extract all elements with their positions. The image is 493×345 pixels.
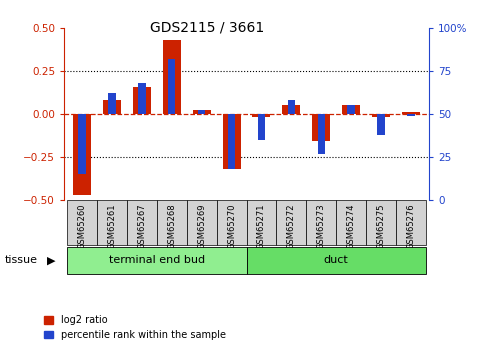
Bar <box>282 105 300 114</box>
Bar <box>246 247 426 274</box>
Text: GSM65269: GSM65269 <box>197 204 206 249</box>
Text: GSM65276: GSM65276 <box>406 204 416 249</box>
Text: tissue: tissue <box>5 256 38 265</box>
Bar <box>342 105 360 114</box>
Bar <box>157 200 187 245</box>
Text: duct: duct <box>324 256 349 265</box>
Bar <box>193 110 211 114</box>
Bar <box>366 200 396 245</box>
Bar <box>396 200 426 245</box>
Bar <box>306 200 336 245</box>
Text: GSM65268: GSM65268 <box>167 204 176 249</box>
Text: GSM65275: GSM65275 <box>377 204 386 249</box>
Text: GSM65271: GSM65271 <box>257 204 266 249</box>
Bar <box>402 112 420 114</box>
Bar <box>78 114 86 174</box>
Bar <box>377 114 385 135</box>
Bar <box>216 200 246 245</box>
Text: GSM65272: GSM65272 <box>287 204 296 249</box>
Text: GSM65260: GSM65260 <box>77 204 87 249</box>
Text: GSM65261: GSM65261 <box>107 204 116 249</box>
Text: ▶: ▶ <box>47 256 55 265</box>
Bar <box>97 200 127 245</box>
Bar <box>312 114 330 141</box>
Bar <box>127 200 157 245</box>
Legend: log2 ratio, percentile rank within the sample: log2 ratio, percentile rank within the s… <box>44 315 226 340</box>
Bar <box>67 200 97 245</box>
Bar <box>252 114 271 117</box>
Bar <box>246 200 277 245</box>
Text: GDS2115 / 3661: GDS2115 / 3661 <box>150 21 264 35</box>
Text: GSM65274: GSM65274 <box>347 204 355 249</box>
Text: GSM65270: GSM65270 <box>227 204 236 249</box>
Bar <box>73 114 91 195</box>
Bar <box>336 200 366 245</box>
Bar <box>168 59 176 114</box>
Text: GSM65267: GSM65267 <box>138 204 146 249</box>
Bar <box>407 114 415 116</box>
Bar <box>222 114 241 169</box>
Bar <box>163 40 181 114</box>
Bar <box>187 200 216 245</box>
Bar <box>317 114 325 154</box>
Bar <box>348 105 355 114</box>
Text: terminal end bud: terminal end bud <box>109 256 205 265</box>
Text: GSM65273: GSM65273 <box>317 204 326 249</box>
Bar <box>108 93 116 114</box>
Bar <box>138 83 145 114</box>
Bar <box>258 114 265 140</box>
Bar <box>67 247 246 274</box>
Bar <box>103 100 121 114</box>
Bar <box>198 110 206 114</box>
Bar <box>228 114 235 169</box>
Bar <box>277 200 306 245</box>
Bar <box>372 114 390 117</box>
Bar <box>133 87 151 114</box>
Bar <box>287 100 295 114</box>
